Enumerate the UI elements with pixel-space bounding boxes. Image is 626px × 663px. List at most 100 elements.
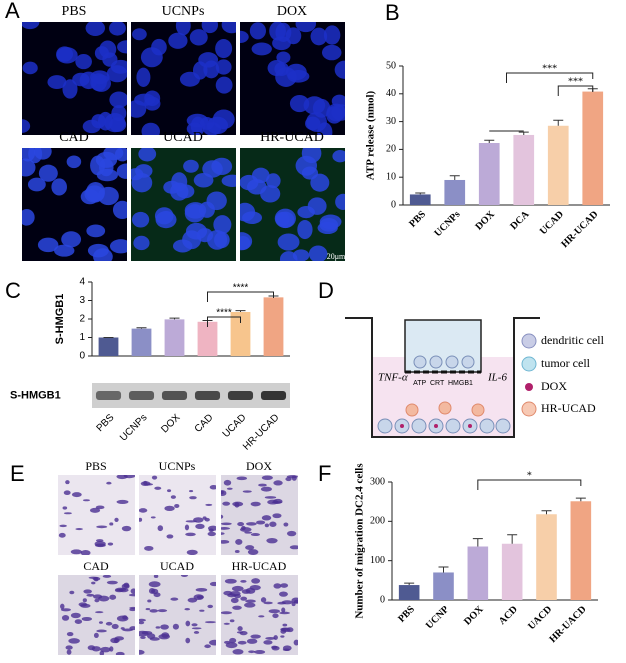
- nucleus: [66, 155, 82, 169]
- cell: [209, 485, 216, 490]
- nucleus: [221, 174, 236, 187]
- nucleus: [140, 47, 163, 68]
- cell: [264, 496, 277, 499]
- nucleus: [56, 46, 74, 62]
- bar: [582, 91, 604, 205]
- nucleus: [251, 42, 272, 56]
- nucleus: [163, 180, 181, 194]
- cell: [102, 575, 112, 578]
- image-label: PBS: [85, 459, 106, 473]
- bar: [513, 134, 535, 205]
- cell: [139, 618, 147, 622]
- cell: [271, 646, 280, 651]
- blot-band: [260, 391, 287, 400]
- cell: [195, 587, 208, 592]
- image-label: HR-UCAD: [260, 130, 324, 145]
- error-bar: [518, 131, 529, 135]
- cell: [251, 578, 261, 584]
- cell: [223, 590, 233, 596]
- cell: [204, 621, 216, 624]
- x-tick-label: DOX: [473, 208, 497, 232]
- bar: [409, 194, 431, 205]
- cell: [223, 479, 232, 486]
- nucleus: [277, 233, 300, 251]
- cell: [232, 501, 244, 507]
- bracket: [207, 291, 274, 302]
- cell: [145, 608, 151, 611]
- nucleus: [103, 148, 124, 161]
- cell: [59, 524, 67, 528]
- cell: [91, 581, 96, 585]
- nucleus: [331, 94, 345, 108]
- error-bar: [449, 175, 460, 180]
- cell: [231, 585, 244, 592]
- cell: [207, 531, 216, 537]
- cell: [74, 619, 83, 624]
- cell: [193, 517, 204, 523]
- cell: [121, 525, 132, 532]
- blot-band: [161, 391, 188, 400]
- cell: [58, 532, 66, 538]
- nucleus: [221, 22, 236, 34]
- y-axis-label: Number of migration DC2.4 cells: [354, 463, 366, 619]
- cell: [254, 650, 266, 655]
- cell: [166, 534, 174, 539]
- cell: [144, 545, 154, 551]
- cell: [151, 475, 158, 480]
- image-label: UCAD: [163, 130, 203, 145]
- nucleus: [213, 215, 232, 235]
- cell: [207, 525, 216, 531]
- bar: [433, 572, 454, 600]
- cell: [60, 608, 71, 612]
- nucleus: [275, 211, 290, 227]
- cell: [60, 603, 65, 610]
- error-bar: [136, 327, 147, 329]
- nucleus: [38, 164, 58, 182]
- nucleus: [215, 38, 233, 59]
- cell: [225, 642, 238, 649]
- bar: [536, 514, 557, 600]
- error-bar: [169, 317, 180, 320]
- cell: [229, 637, 237, 644]
- cell: [279, 591, 288, 597]
- nucleus: [133, 235, 150, 251]
- error-bar: [472, 538, 483, 547]
- cell: [99, 650, 105, 655]
- cell: [234, 550, 240, 553]
- cell: [236, 476, 248, 481]
- cell: [221, 522, 232, 526]
- cell: [237, 640, 247, 645]
- nucleus: [175, 22, 191, 36]
- bar: [230, 311, 251, 356]
- nucleus: [85, 22, 106, 36]
- cell: [98, 621, 103, 624]
- nucleus: [110, 59, 127, 74]
- image-label: CAD: [83, 559, 109, 573]
- cell: [94, 611, 104, 614]
- nucleus: [269, 22, 286, 41]
- cell: [140, 636, 146, 640]
- cell: [280, 627, 288, 632]
- cell: [204, 644, 211, 649]
- cell: [109, 646, 114, 652]
- cell: [78, 602, 88, 607]
- cell: [121, 583, 130, 589]
- x-tick-label: DOX: [462, 603, 486, 627]
- cell: [147, 633, 156, 639]
- nucleus: [75, 54, 92, 70]
- cell: [180, 575, 189, 578]
- cell: [261, 475, 273, 480]
- cell: [139, 621, 145, 625]
- bar: [501, 543, 523, 600]
- x-tick-label: UCNPs: [432, 209, 462, 239]
- bracket: [207, 316, 241, 327]
- cell: [221, 514, 224, 519]
- cell: [291, 602, 296, 607]
- nucleus: [295, 22, 317, 33]
- cell: [61, 615, 70, 621]
- cell: [267, 499, 279, 505]
- nucleus: [310, 173, 330, 192]
- cell: [280, 635, 285, 638]
- nucleus: [109, 239, 127, 254]
- well: [345, 317, 540, 438]
